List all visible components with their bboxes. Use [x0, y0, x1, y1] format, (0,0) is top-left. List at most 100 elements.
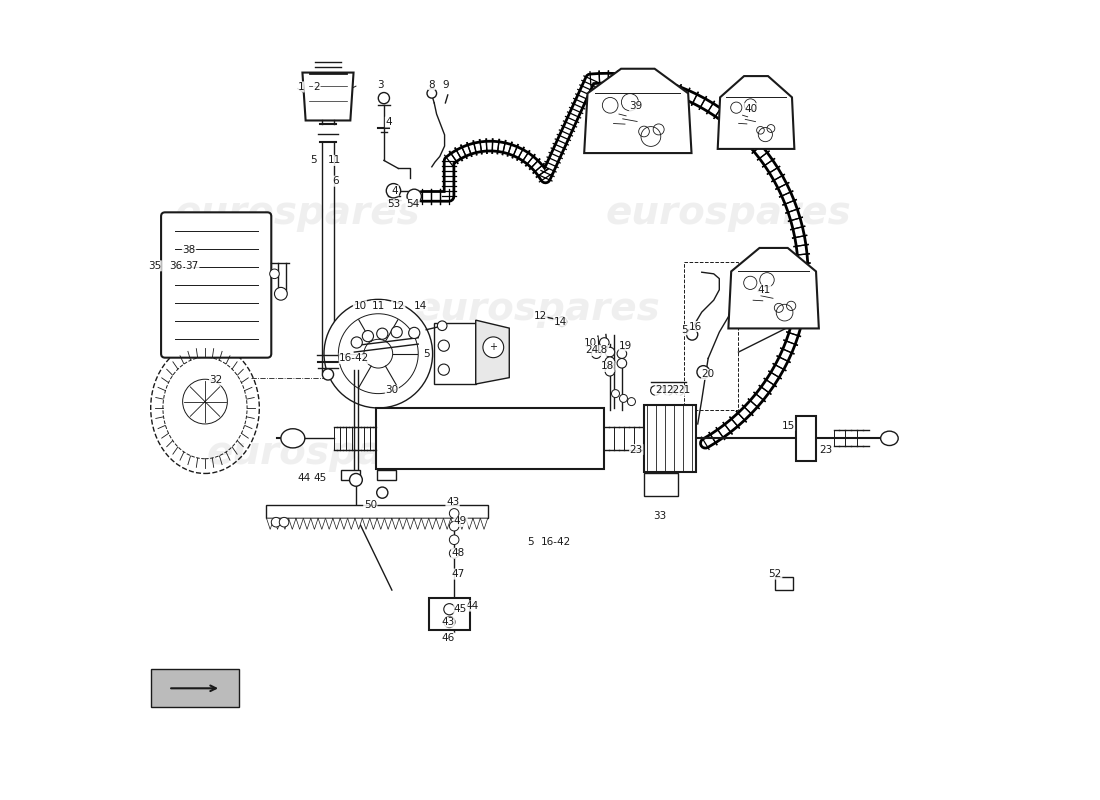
Polygon shape: [465, 518, 473, 530]
Text: 5: 5: [527, 537, 534, 547]
Polygon shape: [340, 518, 348, 530]
Text: 16: 16: [689, 322, 702, 331]
Text: 40: 40: [745, 103, 758, 114]
Text: 21: 21: [678, 386, 691, 395]
Polygon shape: [436, 518, 443, 530]
Circle shape: [183, 379, 228, 424]
Text: 18: 18: [595, 346, 608, 355]
Circle shape: [612, 390, 619, 398]
Polygon shape: [473, 518, 481, 530]
Circle shape: [605, 347, 615, 357]
Circle shape: [600, 338, 609, 347]
Text: 10: 10: [584, 338, 597, 347]
Bar: [341, 470, 360, 480]
Bar: [645, 405, 696, 472]
Polygon shape: [288, 518, 296, 530]
Text: 6: 6: [332, 176, 339, 186]
Polygon shape: [302, 73, 353, 121]
Polygon shape: [475, 320, 509, 384]
Text: 41: 41: [758, 285, 771, 294]
Bar: [776, 578, 793, 590]
Polygon shape: [326, 518, 333, 530]
Circle shape: [350, 474, 362, 486]
Text: 43: 43: [446, 498, 459, 507]
Text: 23: 23: [629, 445, 642, 454]
Bar: [684, 262, 738, 410]
Text: 49: 49: [454, 516, 467, 526]
Circle shape: [275, 287, 287, 300]
Polygon shape: [421, 518, 429, 530]
Circle shape: [450, 535, 459, 545]
Ellipse shape: [881, 431, 899, 446]
Circle shape: [322, 369, 333, 380]
Polygon shape: [310, 518, 318, 530]
Text: 2: 2: [314, 82, 320, 92]
Circle shape: [592, 349, 601, 358]
Text: +: +: [490, 342, 497, 352]
Bar: [645, 474, 678, 496]
Text: 36: 36: [169, 261, 183, 271]
Text: 12: 12: [534, 311, 547, 321]
Circle shape: [483, 337, 504, 358]
Polygon shape: [348, 518, 355, 530]
Polygon shape: [407, 518, 414, 530]
Circle shape: [619, 394, 627, 402]
Text: 35: 35: [148, 261, 162, 271]
Text: 19: 19: [619, 341, 632, 350]
Circle shape: [279, 518, 289, 527]
Polygon shape: [318, 518, 326, 530]
Text: 9: 9: [442, 79, 449, 90]
Polygon shape: [370, 518, 377, 530]
Text: 44: 44: [297, 474, 310, 483]
Polygon shape: [399, 518, 407, 530]
Text: 11: 11: [328, 155, 341, 166]
Text: 4: 4: [385, 117, 392, 127]
Text: 54: 54: [406, 199, 419, 210]
Polygon shape: [584, 69, 692, 153]
Circle shape: [558, 317, 566, 326]
Text: 38: 38: [183, 245, 196, 255]
Ellipse shape: [280, 429, 305, 448]
Polygon shape: [414, 518, 421, 530]
Text: 46: 46: [441, 633, 454, 643]
Text: 32: 32: [210, 375, 223, 385]
Polygon shape: [392, 518, 399, 530]
Polygon shape: [296, 518, 304, 530]
Circle shape: [438, 321, 447, 330]
Text: eurospares: eurospares: [415, 290, 660, 328]
Bar: [376, 470, 396, 480]
Polygon shape: [274, 518, 282, 530]
Bar: [376, 408, 604, 469]
Circle shape: [617, 358, 627, 368]
Bar: [151, 669, 239, 707]
Polygon shape: [333, 518, 340, 530]
Text: 37: 37: [186, 261, 199, 271]
Circle shape: [376, 487, 388, 498]
Text: 33: 33: [653, 510, 667, 521]
Polygon shape: [429, 518, 436, 530]
Text: 23: 23: [818, 445, 832, 454]
Text: 44: 44: [465, 601, 478, 611]
Circle shape: [324, 299, 432, 408]
Polygon shape: [443, 518, 451, 530]
Text: eurospares: eurospares: [175, 194, 420, 232]
Text: 14: 14: [414, 301, 427, 310]
Text: 20: 20: [702, 370, 715, 379]
Polygon shape: [481, 518, 487, 530]
Bar: [434, 323, 475, 384]
Circle shape: [663, 386, 673, 395]
Text: 12: 12: [392, 301, 405, 310]
Text: 21: 21: [656, 386, 669, 395]
Polygon shape: [266, 518, 274, 530]
Text: 18: 18: [601, 362, 614, 371]
Circle shape: [443, 604, 455, 615]
Circle shape: [438, 364, 450, 375]
Circle shape: [697, 366, 710, 378]
Polygon shape: [451, 518, 459, 530]
Text: 1: 1: [297, 82, 304, 92]
Polygon shape: [385, 518, 392, 530]
Circle shape: [438, 340, 450, 351]
Text: 5: 5: [422, 349, 429, 358]
Circle shape: [686, 329, 697, 340]
Polygon shape: [282, 518, 288, 530]
